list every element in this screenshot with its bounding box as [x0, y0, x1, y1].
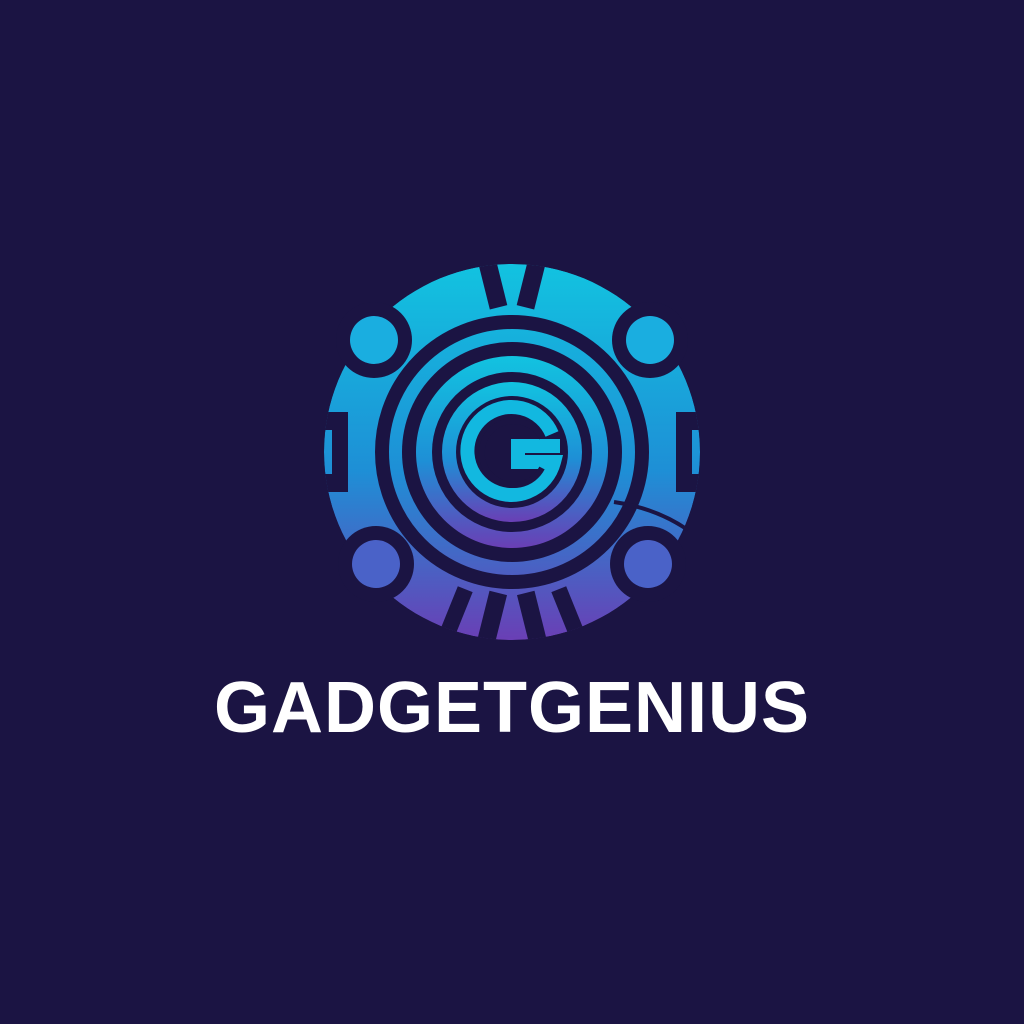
node-circles: [336, 302, 688, 602]
brand-name: GADGETGENIUS: [213, 668, 811, 748]
g-emblem: [402, 342, 622, 562]
gear-globe-g-icon: [324, 264, 700, 640]
